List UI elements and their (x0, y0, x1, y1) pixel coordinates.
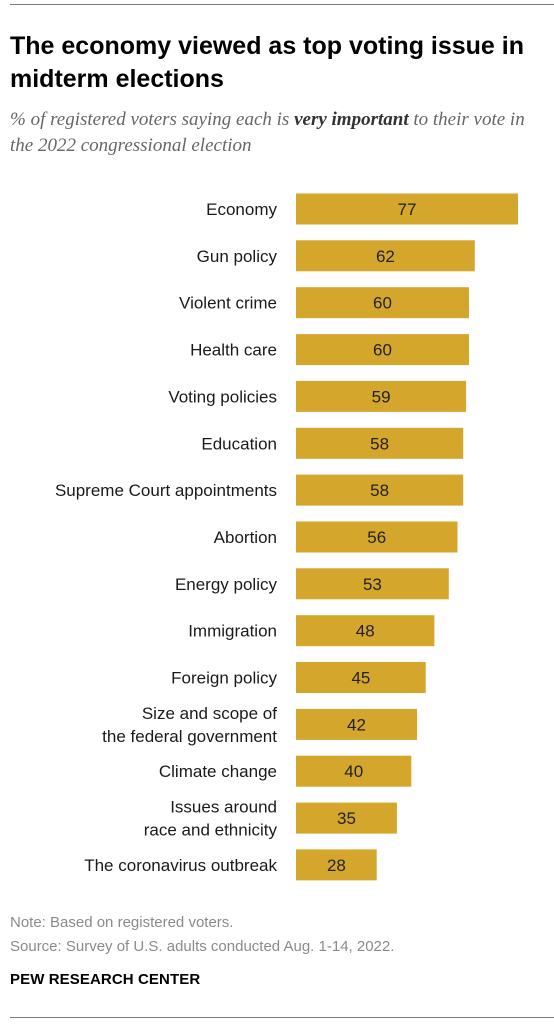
category-label-line: Climate change (159, 762, 277, 781)
value-label: 28 (327, 856, 346, 875)
category-label-line: Economy (206, 200, 277, 219)
category-label-line: Voting policies (168, 387, 277, 406)
category-label-line: Size and scope of (142, 704, 277, 723)
value-label: 48 (356, 622, 375, 641)
subtitle-emphasis: very important (294, 109, 409, 130)
value-label: 58 (370, 434, 389, 453)
bar (296, 849, 377, 881)
category-label-line: Immigration (188, 622, 277, 641)
value-label: 60 (373, 294, 392, 313)
bar (296, 240, 475, 272)
bar (296, 287, 469, 319)
value-label: 56 (367, 528, 386, 547)
category-label-line: Supreme Court appointments (55, 481, 277, 500)
bar (296, 521, 458, 553)
bar (296, 193, 518, 225)
category-label: Foreign policy (171, 669, 277, 688)
value-label: 77 (398, 200, 417, 219)
category-label: Violent crime (179, 294, 277, 313)
bar (296, 427, 464, 459)
category-label-line: Education (201, 434, 277, 453)
bar (296, 615, 435, 647)
value-label: 35 (337, 809, 356, 828)
top-rule (10, 4, 554, 5)
value-label: 59 (372, 387, 391, 406)
bar (296, 662, 426, 693)
brand-logo-text: PEW RESEARCH CENTER (10, 971, 201, 988)
bar (296, 380, 467, 412)
category-label: Economy (206, 200, 277, 219)
subtitle-suffix: to their vote in the 2022 congressional … (10, 109, 525, 156)
bottom-rule (10, 1017, 554, 1018)
chart-title: The economy viewed as top voting issue i… (10, 32, 525, 93)
value-label: 42 (347, 715, 366, 734)
subtitle-prefix: % of registered voters saying each is (10, 109, 295, 130)
category-label: Size and scope of the federal government (102, 704, 277, 746)
category-label-line: Violent crime (179, 294, 277, 313)
bar (296, 334, 469, 366)
value-label: 60 (373, 341, 392, 360)
category-label: The coronavirus outbreak (84, 856, 277, 875)
category-label: Issues around race and ethnicity (144, 798, 278, 840)
value-label: 53 (363, 575, 382, 594)
category-label: Education (201, 434, 277, 453)
source-text: Source: Survey of U.S. adults conducted … (10, 938, 395, 955)
bar (296, 755, 412, 787)
category-label: Voting policies (168, 387, 277, 406)
category-label: Abortion (214, 528, 277, 547)
category-label-line: Gun policy (197, 247, 278, 266)
bar (296, 708, 418, 740)
category-label-line: the federal government (102, 727, 277, 746)
category-label-line: The coronavirus outbreak (84, 856, 277, 875)
category-label-line: Issues around (170, 798, 277, 817)
bar (296, 802, 397, 834)
value-label: 45 (351, 669, 370, 688)
value-label: 58 (370, 481, 389, 500)
value-label: 62 (376, 247, 395, 266)
chart-subtitle: % of registered voters saying each is ve… (10, 107, 550, 159)
value-label: 40 (344, 762, 363, 781)
category-label-line: race and ethnicity (144, 821, 278, 840)
category-label: Climate change (159, 762, 277, 781)
category-label: Gun policy (197, 247, 278, 266)
category-label-line: Abortion (214, 528, 277, 547)
category-label-line: Foreign policy (171, 669, 277, 688)
bar (296, 568, 449, 600)
bar (296, 474, 464, 506)
category-label-line: Energy policy (175, 575, 278, 594)
category-label: Immigration (188, 622, 277, 641)
category-label: Health care (190, 341, 277, 360)
category-label: Supreme Court appointments (55, 481, 277, 500)
category-label-line: Health care (190, 341, 277, 360)
category-label: Energy policy (175, 575, 278, 594)
note-text: Note: Based on registered voters. (10, 914, 234, 931)
